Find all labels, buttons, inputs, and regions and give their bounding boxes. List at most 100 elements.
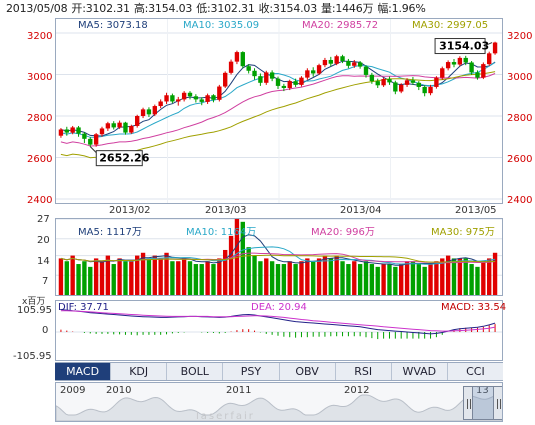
candle-body [111,123,116,128]
price-panel: 3154.03 2652.26 MA5: 3073.18 MA10: 3035.0… [55,18,503,204]
tab-wvad[interactable]: WVAD [391,363,448,380]
vol-ma5-label: MA5: 1117万 [78,227,142,238]
dea-line [60,310,496,332]
volume-bar [88,266,93,295]
candle-body [445,62,451,69]
volume-bar [146,258,152,295]
timeline-selection[interactable] [471,386,493,420]
year-2011: 2011 [226,385,252,396]
volume-bar [346,264,351,295]
volume-bar [223,249,228,295]
quote-change: 幅:1.96% [377,2,426,15]
volume-bar [135,255,140,295]
volume-bar [481,261,486,295]
volume-panel: MA5: 1117万 MA10: 1164万 MA20: 996万 MA30: … [55,218,503,296]
candle-body [316,65,322,74]
volume-bar [410,261,416,295]
volume-bar [105,255,111,295]
candle-body [375,81,380,86]
low-annotation-box [95,150,143,167]
volume-bar [246,247,251,295]
date-tick-3: 2013/05 [455,205,497,216]
volume-bar [352,261,357,295]
candle-body [99,128,105,135]
macd-y-1: 0 [42,325,49,336]
price-y-left-4: 2400 [27,195,53,206]
candle-body [64,129,69,133]
candle-body [363,66,369,75]
tab-macd[interactable]: MACD [55,363,112,380]
candle-body [181,92,187,100]
volume-bar [205,261,210,295]
timeline-left-handle[interactable] [463,386,473,420]
candle-body [293,81,298,85]
candle-body [287,81,292,88]
tab-rsi[interactable]: RSI [335,363,392,380]
volume-bar [375,266,380,295]
candle-body [463,57,468,63]
volume-bar [299,261,304,295]
volume-bar [181,258,187,295]
candle-body [240,52,245,67]
candle-body [211,95,216,100]
price-y-right-0: 3200 [507,31,533,42]
price-y-left-1: 3000 [27,72,53,83]
tab-kdj[interactable]: KDJ [111,363,168,380]
vol-ma30-line [60,254,496,263]
volume-bar [164,252,169,295]
candle-body [187,92,193,97]
ma20-label: MA20: 2985.72 [302,20,379,31]
price-y-right-1: 3000 [507,72,533,83]
quote-open: 开:3102.31 [71,2,130,15]
watermark: laserfair [196,411,255,422]
candle-body [135,116,140,126]
candle-body [357,62,363,67]
candle-body [70,127,75,133]
tab-psy[interactable]: PSY [223,363,280,380]
vol-y-3: 7 [42,276,49,287]
price-y-left-2: 2800 [27,113,53,124]
candle-body [258,76,263,83]
timeline-navigator[interactable]: 2009 2010 2011 2012 13 laserfair [55,382,503,422]
candle-body [299,77,304,85]
candle-body [199,99,204,102]
dea-label: DEA: 20.94 [251,302,307,313]
candle-body [76,127,81,134]
volume-bar [93,258,99,295]
tab-cci[interactable]: CCI [447,363,503,380]
volume-bar [123,261,128,295]
candle-body [451,62,457,65]
candle-body [252,70,257,77]
timeline-right-handle[interactable] [493,386,502,420]
volume-bar [463,258,468,295]
ma10-line [60,62,496,138]
volume-bar [64,261,69,295]
candle-body [404,80,410,85]
price-y-right-4: 2400 [507,195,533,206]
vol-y-1: 20 [37,235,50,246]
candle-body [275,78,281,86]
volume-bar [228,235,234,295]
candle-body [164,95,169,102]
volume-bar [211,264,216,295]
candle-body [246,66,251,71]
candle-body [88,138,93,145]
date-tick-2: 2013/04 [340,205,382,216]
tab-obv[interactable]: OBV [279,363,336,380]
candle-body [492,42,498,54]
candle-body [428,86,433,94]
vol-unit: x百万 [22,297,46,307]
volume-bar [428,264,433,295]
volume-bar [404,261,410,295]
candle-body [369,74,375,82]
year-2013: 13 [476,385,489,396]
tab-boll[interactable]: BOLL [167,363,224,380]
candle-body [457,57,463,65]
candle-body [434,77,439,87]
quote-close: 收:3154.03 [258,2,318,15]
macd-label: MACD: 33.54 [441,302,507,313]
macd-y-0: 105.95 [17,305,52,316]
volume-bar [316,258,322,295]
macd-panel: DIF: 37.71 DEA: 20.94 MACD: 33.54 [55,300,507,361]
volume-bar [340,261,345,295]
